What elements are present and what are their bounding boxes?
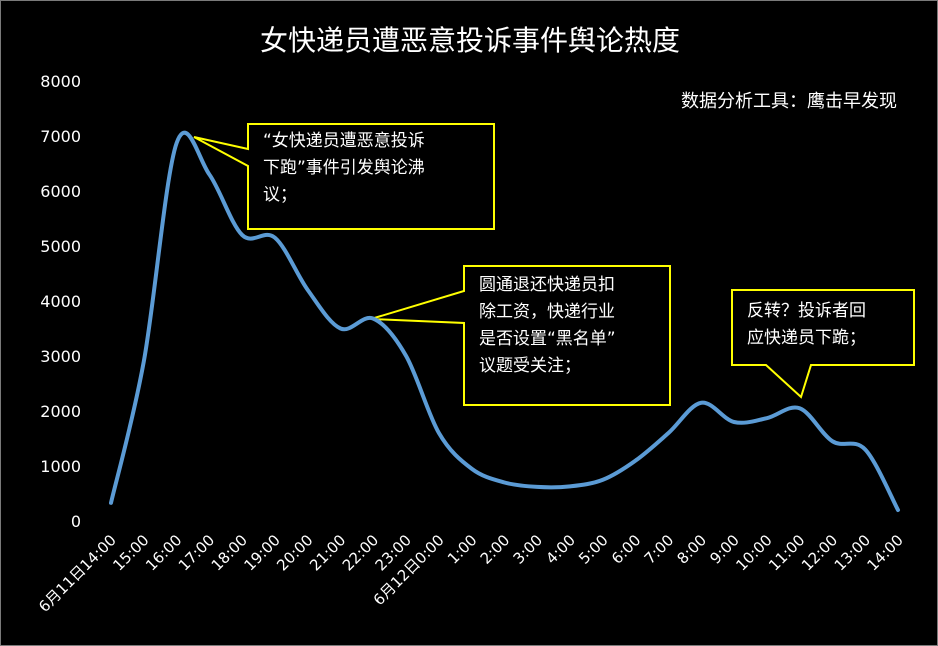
annotation-3-text: 反转？投诉者回 应快递员下跪； [747, 298, 866, 352]
annotation-line: 反转？投诉者回 [747, 301, 866, 321]
x-tick-label: 3:00 [510, 531, 547, 568]
x-tick-label: 19:00 [240, 531, 283, 574]
x-tick-label: 20:00 [273, 531, 316, 574]
x-tick-label: 13:00 [831, 531, 874, 574]
annotation-line: “女快递员遭恶意投诉 [263, 131, 425, 151]
y-tick-label: 1000 [40, 457, 81, 476]
x-tick-label: 15:00 [109, 531, 152, 574]
annotation-3-callout [731, 289, 915, 399]
y-tick-label: 5000 [40, 237, 81, 256]
y-tick-label: 0 [71, 512, 81, 531]
x-tick-label: 12:00 [798, 531, 841, 574]
source-note: 数据分析工具：鹰击早发现 [681, 91, 897, 112]
annotation-2-text: 圆通退还快递员扣 除工资，快递行业 是否设置“黑名单” 议题受关注； [479, 272, 616, 380]
x-tick-label: 21:00 [306, 531, 349, 574]
x-tick-label: 1:00 [444, 531, 481, 568]
annotation-1-callout [193, 123, 495, 230]
x-tick-label: 5:00 [575, 531, 612, 568]
x-tick-label: 8:00 [674, 531, 711, 568]
annotation-line: 是否设置“黑名单” [479, 329, 616, 349]
x-tick-label: 2:00 [477, 531, 514, 568]
y-tick-label: 2000 [40, 402, 81, 421]
x-tick-label: 6:00 [608, 531, 645, 568]
x-tick-label: 22:00 [339, 531, 382, 574]
x-tick-label: 4:00 [542, 531, 579, 568]
x-tick-label: 10:00 [732, 531, 775, 574]
y-tick-label: 7000 [40, 127, 81, 146]
x-tick-label: 16:00 [142, 531, 185, 574]
annotation-line: 圆通退还快递员扣 [479, 275, 615, 295]
chart-title: 女快递员遭恶意投诉事件舆论热度 [259, 24, 680, 57]
annotation-line: 应快递员下跪； [747, 328, 866, 348]
x-tick-label: 7:00 [641, 531, 678, 568]
annotation-2-callout [370, 265, 671, 406]
y-tick-label: 6000 [40, 182, 81, 201]
annotation-line: 下跑”事件引发舆论沸 [263, 158, 425, 178]
annotation-1-text: “女快递员遭恶意投诉 下跑”事件引发舆论沸 议； [263, 128, 425, 209]
y-tick-label: 8000 [40, 72, 81, 91]
y-tick-label: 4000 [40, 292, 81, 311]
x-tick-label: 18:00 [208, 531, 251, 574]
x-tick-label: 11:00 [765, 531, 808, 574]
annotation-line: 除工资，快递行业 [479, 302, 615, 322]
x-tick-label: 6月11日14:00 [35, 531, 120, 616]
series-line [109, 130, 900, 512]
annotation-line: 议题受关注； [479, 356, 581, 376]
x-tick-label: 14:00 [864, 531, 907, 574]
y-tick-label: 3000 [40, 347, 81, 366]
annotation-line: 议； [263, 185, 297, 205]
x-tick-label: 17:00 [175, 531, 218, 574]
